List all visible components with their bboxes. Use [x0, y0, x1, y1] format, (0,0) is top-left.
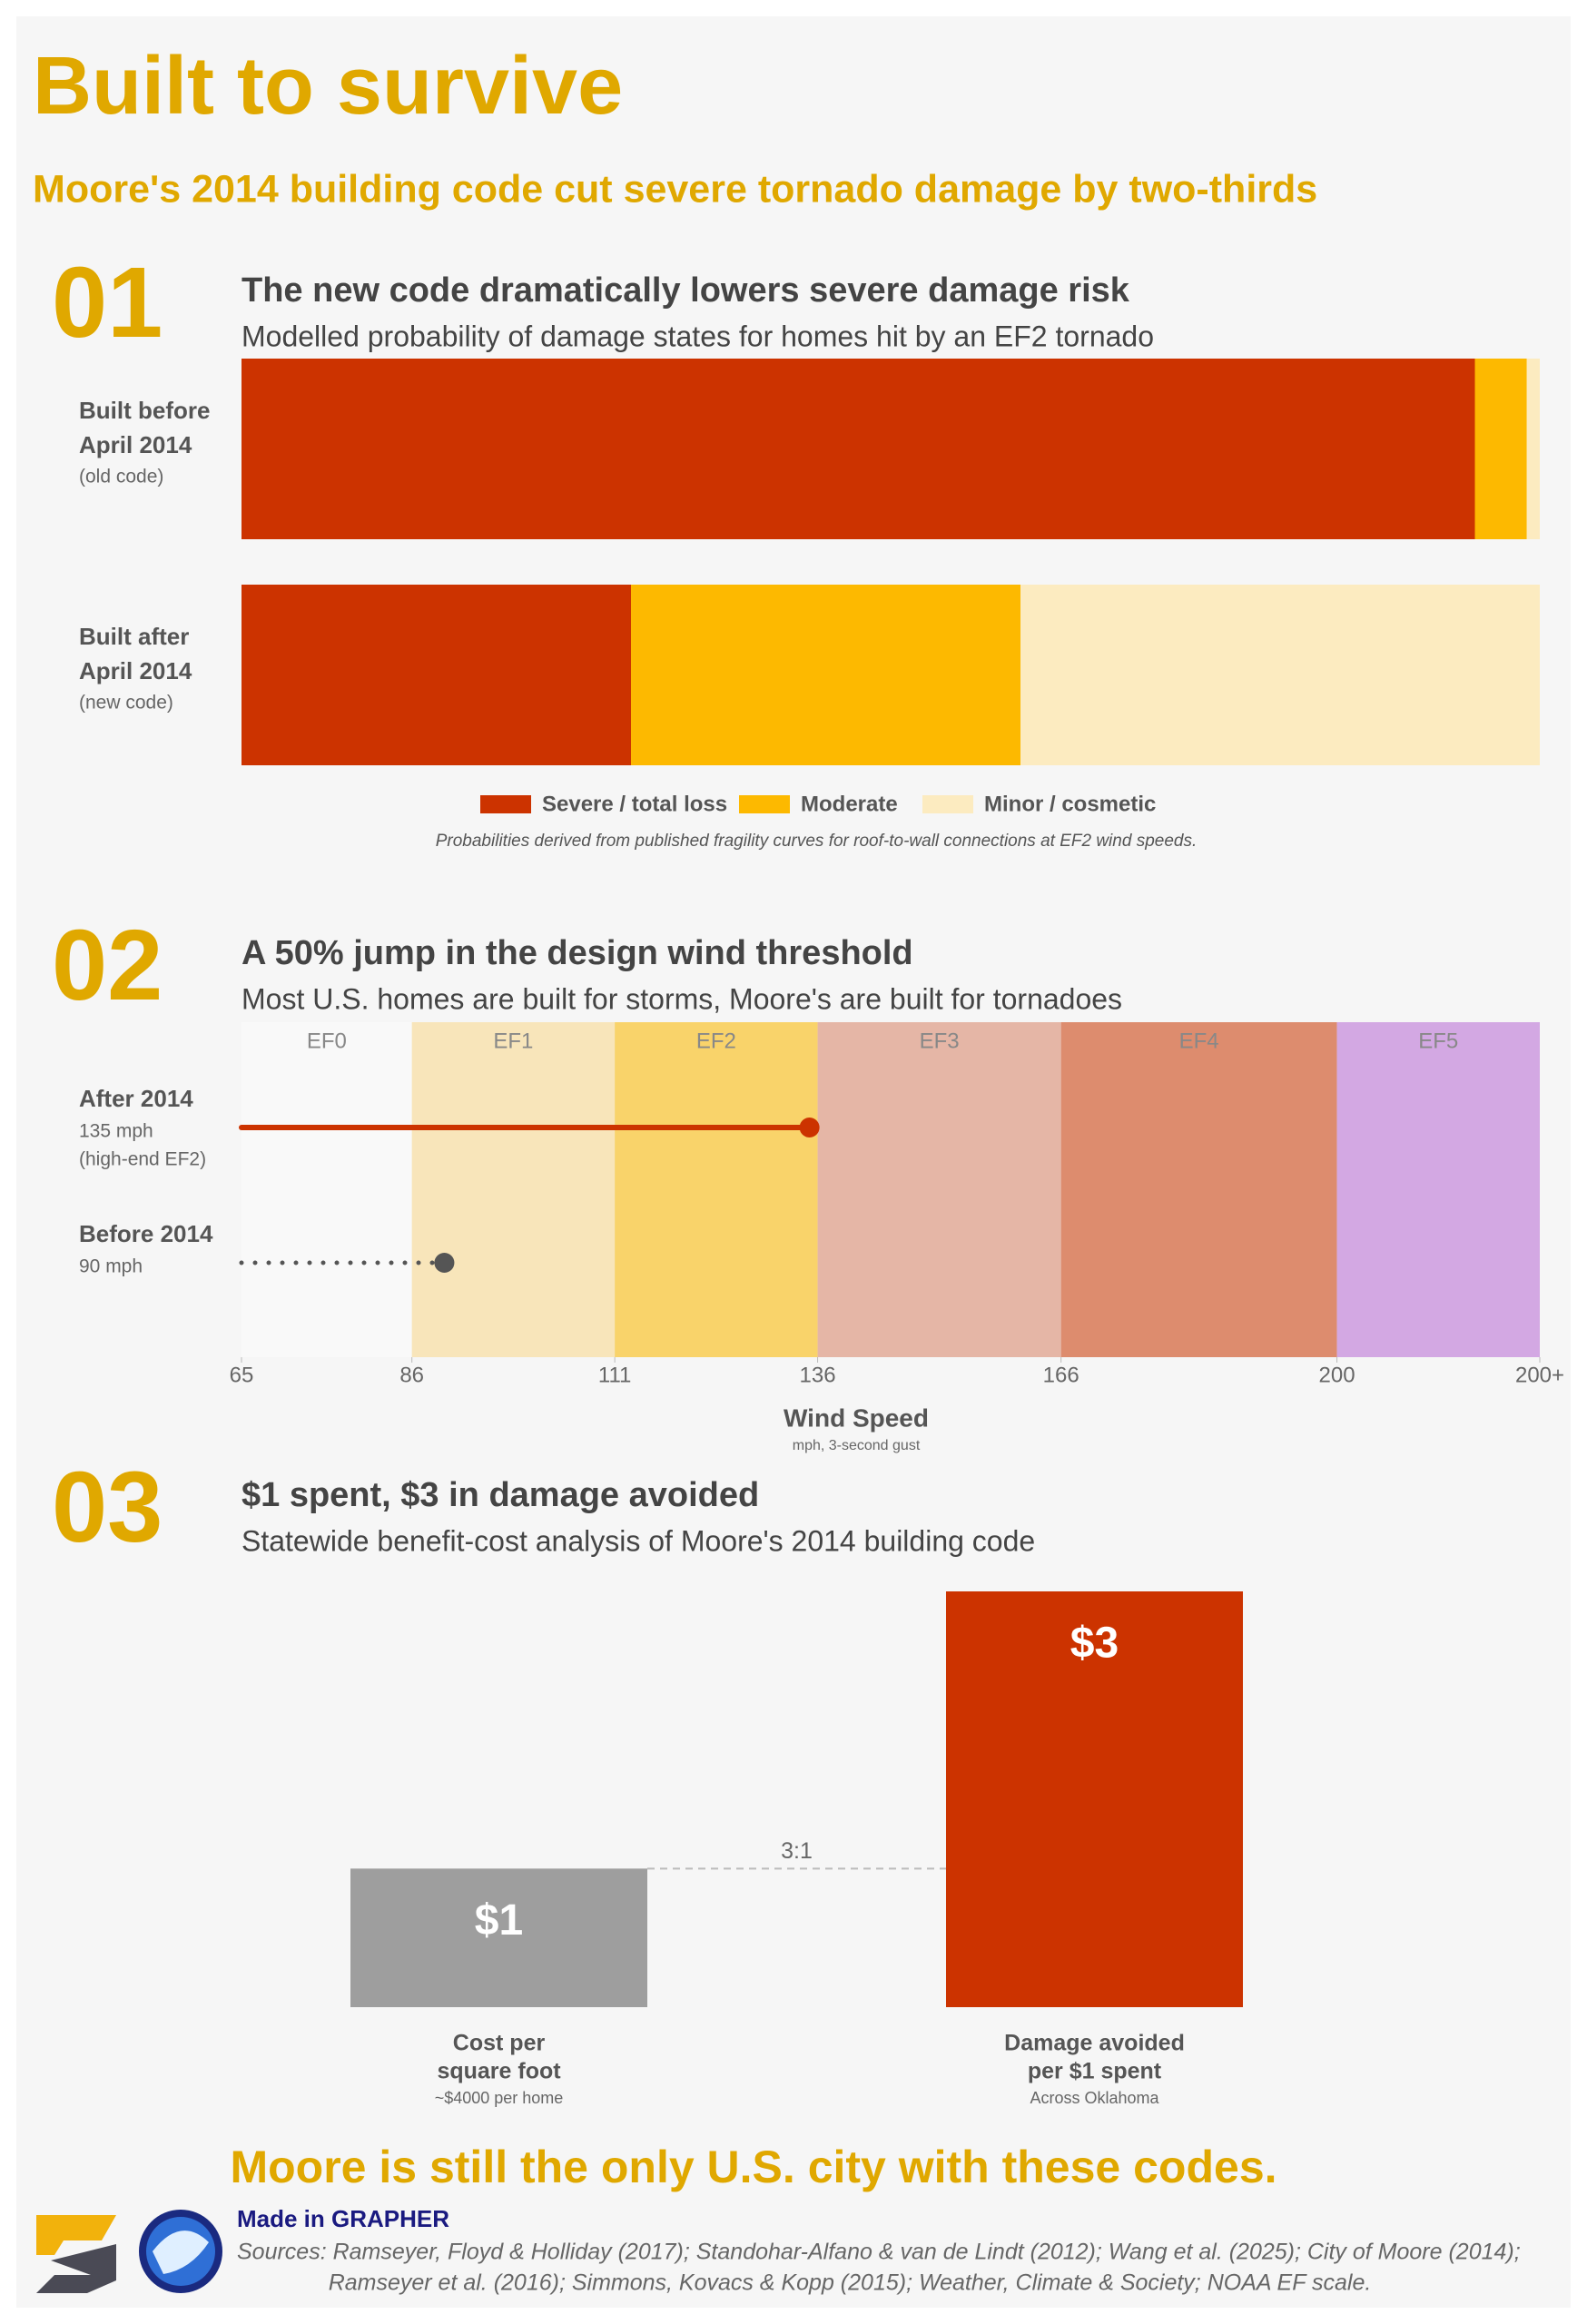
x-axis-title: Wind Speed — [784, 1403, 929, 1432]
legend-label: Minor / cosmetic — [984, 792, 1156, 816]
category-note: ~$4000 per home — [435, 2089, 564, 2107]
legend-swatch — [739, 795, 790, 813]
value-label: 90 mph — [79, 1256, 143, 1277]
category-note: (old code) — [79, 467, 163, 487]
x-tick-label: 86 — [399, 1363, 424, 1387]
page-subtitle: Moore's 2014 building code cut severe to… — [33, 167, 1317, 211]
category-label: Damage avoided — [1004, 2031, 1185, 2056]
section-subtitle: Statewide benefit-cost analysis of Moore… — [242, 1524, 1035, 1557]
bar-segment — [631, 585, 1020, 765]
x-tick-label: 200+ — [1515, 1363, 1564, 1387]
section-number: 01 — [52, 247, 163, 359]
category-label: April 2014 — [79, 657, 192, 684]
band-label: EF5 — [1418, 1029, 1458, 1053]
ef-band — [615, 1022, 818, 1357]
bar-segment — [242, 585, 631, 765]
x-tick-label: 200 — [1319, 1363, 1355, 1387]
category-label: Cost per — [453, 2031, 546, 2056]
category-note: (new code) — [79, 693, 173, 714]
x-tick-label: 111 — [598, 1363, 631, 1387]
category-note: (high-end EF2) — [79, 1149, 206, 1170]
category-label: per $1 spent — [1028, 2059, 1162, 2084]
section-number: 02 — [52, 910, 163, 1021]
ef-band — [411, 1022, 616, 1357]
x-tick-label: 65 — [230, 1363, 254, 1387]
ef-band — [1336, 1022, 1540, 1357]
section-subtitle: Most U.S. homes are built for storms, Mo… — [242, 982, 1122, 1015]
bar — [946, 1591, 1243, 2007]
sources-line: Sources: Ramseyer, Floyd & Holliday (201… — [237, 2240, 1521, 2265]
value-label: 135 mph — [79, 1121, 153, 1142]
bar-segment — [1474, 359, 1527, 539]
band-label: EF0 — [307, 1029, 347, 1053]
bar-segment — [242, 359, 1475, 539]
bar-segment — [1020, 585, 1540, 765]
band-label: EF2 — [696, 1029, 736, 1053]
band-label: EF3 — [920, 1029, 960, 1053]
category-label: Built before — [79, 397, 210, 424]
legend-swatch — [922, 795, 973, 813]
ef-band — [817, 1022, 1061, 1357]
sources-line: Ramseyer et al. (2016); Simmons, Kovacs … — [329, 2270, 1372, 2296]
logo — [36, 2210, 222, 2293]
threshold-dot — [434, 1253, 455, 1273]
bar — [350, 1868, 647, 2007]
x-axis-note: mph, 3-second gust — [793, 1438, 921, 1453]
section-title: $1 spent, $3 in damage avoided — [242, 1476, 759, 1514]
section-number: 03 — [52, 1452, 163, 1563]
chart-note: Probabilities derived from published fra… — [436, 832, 1198, 851]
legend-swatch — [480, 795, 531, 813]
band-label: EF4 — [1179, 1029, 1219, 1053]
ef-band — [1060, 1022, 1337, 1357]
legend-label: Severe / total loss — [542, 792, 727, 816]
category-label: Built after — [79, 623, 189, 650]
category-label: April 2014 — [79, 431, 192, 458]
x-tick-label: 136 — [800, 1363, 836, 1387]
category-note: Across Oklahoma — [1030, 2089, 1159, 2107]
category-label: Before 2014 — [79, 1220, 213, 1247]
legend-label: Moderate — [801, 792, 898, 816]
section-title: The new code dramatically lowers severe … — [242, 271, 1130, 310]
section-subtitle: Modelled probability of damage states fo… — [242, 320, 1154, 352]
value-label: $3 — [1070, 1620, 1119, 1668]
made-in: Made in GRAPHER — [237, 2205, 449, 2232]
value-label: $1 — [475, 1896, 523, 1945]
page-title: Built to survive — [33, 41, 623, 132]
threshold-dot — [799, 1118, 820, 1137]
category-label: square foot — [437, 2059, 561, 2084]
x-tick-label: 166 — [1043, 1363, 1079, 1387]
bar-segment — [1526, 359, 1540, 539]
category-label: After 2014 — [79, 1085, 193, 1112]
tagline: Moore is still the only U.S. city with t… — [230, 2142, 1276, 2192]
ef-band — [242, 1022, 412, 1357]
section-title: A 50% jump in the design wind threshold — [242, 934, 913, 972]
ratio-label: 3:1 — [781, 1838, 813, 1864]
band-label: EF1 — [493, 1029, 533, 1053]
